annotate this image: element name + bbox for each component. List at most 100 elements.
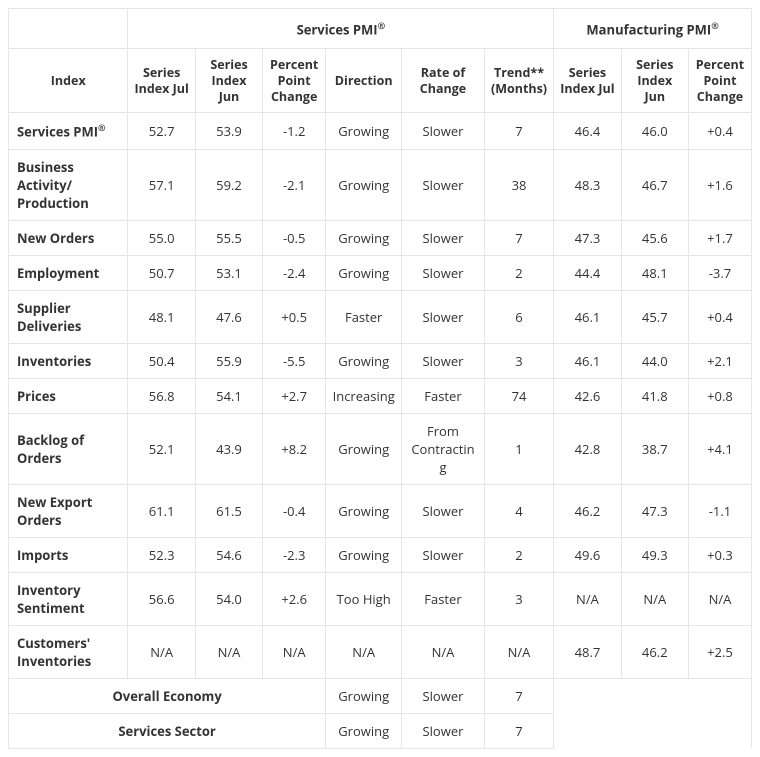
cell-series-jul: 61.1 [128, 484, 195, 537]
cell-m-pct-change: -1.1 [688, 484, 751, 537]
table-row: Supplier Deliveries48.147.6+0.5FasterSlo… [9, 290, 752, 343]
summary-trend: 7 [484, 713, 554, 748]
col-m-series-jul: Series Index Jul [554, 49, 621, 113]
summary-label: Services Sector [9, 713, 326, 748]
cell-rate-of-change: Slower [402, 290, 485, 343]
cell-m-series-jun: 44.0 [621, 343, 688, 378]
index-cell: Imports [9, 537, 128, 572]
cell-series-jul: 48.1 [128, 290, 195, 343]
cell-series-jun: 59.2 [195, 149, 262, 220]
table-body: Services PMI®52.753.9-1.2GrowingSlower74… [9, 113, 752, 748]
table-row: Prices56.854.1+2.7IncreasingFaster7442.6… [9, 378, 752, 413]
cell-m-series-jul: 46.1 [554, 290, 621, 343]
cell-m-pct-change: +0.4 [688, 290, 751, 343]
cell-series-jun: 53.9 [195, 113, 262, 149]
cell-direction: Growing [326, 537, 402, 572]
cell-series-jul: 56.8 [128, 378, 195, 413]
col-series-jun: Series Index Jun [195, 49, 262, 113]
cell-series-jul: 52.3 [128, 537, 195, 572]
table-row: New Orders55.055.5-0.5GrowingSlower747.3… [9, 220, 752, 255]
table-header: Services PMI® Manufacturing PMI® Index S… [9, 9, 752, 113]
cell-rate-of-change: Slower [402, 113, 485, 149]
cell-pct-change: -0.4 [263, 484, 326, 537]
col-pct-change: Percent Point Change [263, 49, 326, 113]
cell-series-jun: 55.9 [195, 343, 262, 378]
cell-rate-of-change: Slower [402, 255, 485, 290]
cell-pct-change: -0.5 [263, 220, 326, 255]
cell-m-pct-change: -3.7 [688, 255, 751, 290]
cell-m-pct-change: +0.4 [688, 113, 751, 149]
table-row: Customers' InventoriesN/AN/AN/AN/AN/AN/A… [9, 625, 752, 678]
col-m-pct-change: Percent Point Change [688, 49, 751, 113]
cell-series-jul: 56.6 [128, 572, 195, 625]
cell-direction: Increasing [326, 378, 402, 413]
index-cell: Backlog of Orders [9, 413, 128, 484]
cell-series-jun: 54.0 [195, 572, 262, 625]
index-cell: Business Activity/ Production [9, 149, 128, 220]
cell-pct-change: +2.6 [263, 572, 326, 625]
cell-rate-of-change: Slower [402, 537, 485, 572]
cell-direction: Growing [326, 484, 402, 537]
index-cell: New Export Orders [9, 484, 128, 537]
cell-m-series-jun: 48.1 [621, 255, 688, 290]
cell-series-jun: 54.1 [195, 378, 262, 413]
cell-rate-of-change: Slower [402, 149, 485, 220]
cell-trend-months: 3 [484, 572, 554, 625]
cell-trend-months: 1 [484, 413, 554, 484]
blank-corner [9, 9, 128, 49]
col-trend-months: Trend** (Months) [484, 49, 554, 113]
cell-series-jul: 52.1 [128, 413, 195, 484]
cell-m-series-jun: 46.2 [621, 625, 688, 678]
summary-row: Overall EconomyGrowingSlower7 [9, 678, 752, 713]
cell-series-jun: 43.9 [195, 413, 262, 484]
cell-trend-months: 74 [484, 378, 554, 413]
cell-m-series-jun: 41.8 [621, 378, 688, 413]
col-direction: Direction [326, 49, 402, 113]
cell-m-series-jul: 46.4 [554, 113, 621, 149]
summary-rate: Slower [402, 678, 485, 713]
cell-pct-change: +2.7 [263, 378, 326, 413]
summary-empty [554, 678, 752, 748]
cell-series-jul: 52.7 [128, 113, 195, 149]
cell-direction: Growing [326, 113, 402, 149]
cell-series-jun: N/A [195, 625, 262, 678]
index-cell: Prices [9, 378, 128, 413]
column-header-row: Index Series Index Jul Series Index Jun … [9, 49, 752, 113]
index-cell: Inventory Sentiment [9, 572, 128, 625]
cell-rate-of-change: Slower [402, 343, 485, 378]
cell-m-pct-change: +0.3 [688, 537, 751, 572]
cell-m-pct-change: +2.1 [688, 343, 751, 378]
cell-m-series-jul: 49.6 [554, 537, 621, 572]
cell-series-jun: 54.6 [195, 537, 262, 572]
index-cell: Customers' Inventories [9, 625, 128, 678]
cell-m-series-jul: 47.3 [554, 220, 621, 255]
col-rate-of-change: Rate of Change [402, 49, 485, 113]
cell-trend-months: 4 [484, 484, 554, 537]
table-row: New Export Orders61.161.5-0.4GrowingSlow… [9, 484, 752, 537]
col-series-jul: Series Index Jul [128, 49, 195, 113]
index-cell: Services PMI® [9, 113, 128, 149]
cell-pct-change: -2.1 [263, 149, 326, 220]
cell-trend-months: 6 [484, 290, 554, 343]
cell-rate-of-change: Slower [402, 484, 485, 537]
cell-m-series-jul: 42.6 [554, 378, 621, 413]
cell-series-jul: N/A [128, 625, 195, 678]
cell-m-series-jun: 45.7 [621, 290, 688, 343]
cell-m-pct-change: +1.6 [688, 149, 751, 220]
cell-m-series-jun: 47.3 [621, 484, 688, 537]
table-row: Backlog of Orders52.143.9+8.2GrowingFrom… [9, 413, 752, 484]
cell-rate-of-change: From Contracting [402, 413, 485, 484]
cell-pct-change: +0.5 [263, 290, 326, 343]
summary-trend: 7 [484, 678, 554, 713]
col-m-series-jun: Series Index Jun [621, 49, 688, 113]
table-row: Business Activity/ Production57.159.2-2.… [9, 149, 752, 220]
cell-direction: Growing [326, 220, 402, 255]
cell-direction: Growing [326, 343, 402, 378]
table-row: Employment50.753.1-2.4GrowingSlower244.4… [9, 255, 752, 290]
cell-m-pct-change: +2.5 [688, 625, 751, 678]
cell-rate-of-change: Slower [402, 220, 485, 255]
cell-m-series-jul: 42.8 [554, 413, 621, 484]
cell-series-jun: 55.5 [195, 220, 262, 255]
index-cell: Inventories [9, 343, 128, 378]
cell-m-pct-change: N/A [688, 572, 751, 625]
